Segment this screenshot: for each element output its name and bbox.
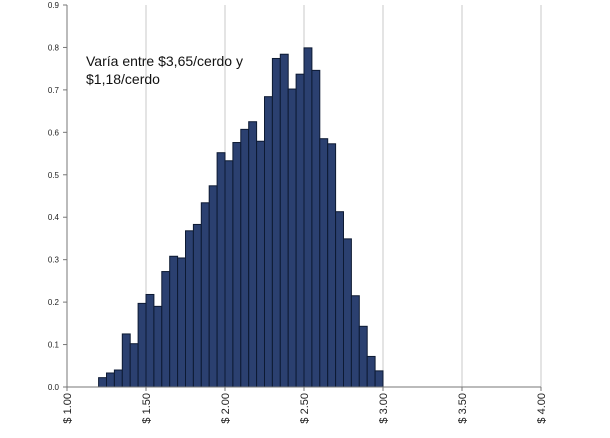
histogram-bar [295, 73, 305, 388]
x-tick-label: $ 1.00 [62, 393, 74, 424]
histogram-bar [248, 121, 258, 388]
histogram-bar [98, 377, 107, 388]
y-tick-label: 0.8 [48, 43, 60, 52]
x-tick-label: $ 2.50 [299, 393, 311, 424]
annotation-line-1: Varía entre $3,65/cerdo y [86, 53, 243, 69]
histogram-bar [161, 271, 171, 388]
y-tick-labels: 0.0 0.1 0.2 0.3 0.4 0.5 0.6 0.7 0.8 0.9 [48, 1, 60, 392]
histogram-bar [192, 223, 202, 388]
histogram-bar [113, 369, 123, 388]
histogram-bar [185, 230, 194, 388]
histogram-bar [224, 160, 234, 388]
y-tick-label: 0.4 [48, 213, 60, 222]
histogram-bar [287, 88, 297, 388]
y-tick-label: 0.1 [48, 341, 60, 350]
histogram-bar [137, 302, 147, 388]
histogram-bar [264, 96, 273, 388]
annotation: Varía entre $3,65/cerdo y $1,18/cerdo [86, 53, 243, 87]
histogram-bar [177, 257, 187, 388]
histogram-bar [311, 69, 321, 388]
x-tick-label: $ 4.00 [536, 393, 548, 424]
histogram-bar [232, 142, 242, 388]
histogram-bar [374, 370, 384, 388]
histogram-bar [271, 57, 281, 388]
histogram-bar [153, 305, 163, 388]
x-tick-label: $ 2.00 [220, 393, 232, 424]
histogram-bar [121, 333, 131, 388]
histogram-bar [169, 255, 179, 388]
histogram-bar [240, 128, 250, 388]
histogram-bar [366, 355, 376, 388]
x-tick-label: $ 3.00 [378, 393, 390, 424]
histogram-bar [145, 293, 155, 388]
y-tick-label: 0.7 [48, 86, 60, 95]
histogram-bar [106, 372, 115, 388]
histogram-bar [343, 238, 352, 388]
axes [63, 4, 542, 391]
y-tick-label: 0.9 [48, 1, 60, 10]
y-tick-label: 0.6 [48, 128, 60, 137]
histogram-bar [303, 47, 313, 388]
histogram-bar [350, 295, 360, 388]
histogram-bar [335, 211, 345, 388]
histogram-bar [208, 185, 218, 388]
histogram-bar [200, 202, 210, 388]
bars [98, 47, 384, 388]
histogram-bar [129, 343, 139, 388]
histogram-bar [256, 140, 266, 388]
y-tick-label: 0.5 [48, 171, 60, 180]
histogram-bar [327, 143, 337, 388]
histogram-bar [216, 152, 226, 388]
x-tick-label: $ 1.50 [141, 393, 153, 424]
y-tick-label: 0.0 [48, 383, 60, 392]
x-tick-label: $ 3.50 [457, 393, 469, 424]
y-tick-label: 0.3 [48, 256, 60, 265]
histogram-bar [279, 53, 289, 388]
annotation-line-2: $1,18/cerdo [86, 71, 160, 87]
x-tick-labels: $ 1.00 $ 1.50 $ 2.00 $ 2.50 $ 3.00 $ 3.50 $ 4.… [62, 393, 548, 424]
y-tick-label: 0.2 [48, 298, 60, 307]
histogram-bar [358, 325, 368, 388]
histogram-bar [319, 138, 329, 388]
